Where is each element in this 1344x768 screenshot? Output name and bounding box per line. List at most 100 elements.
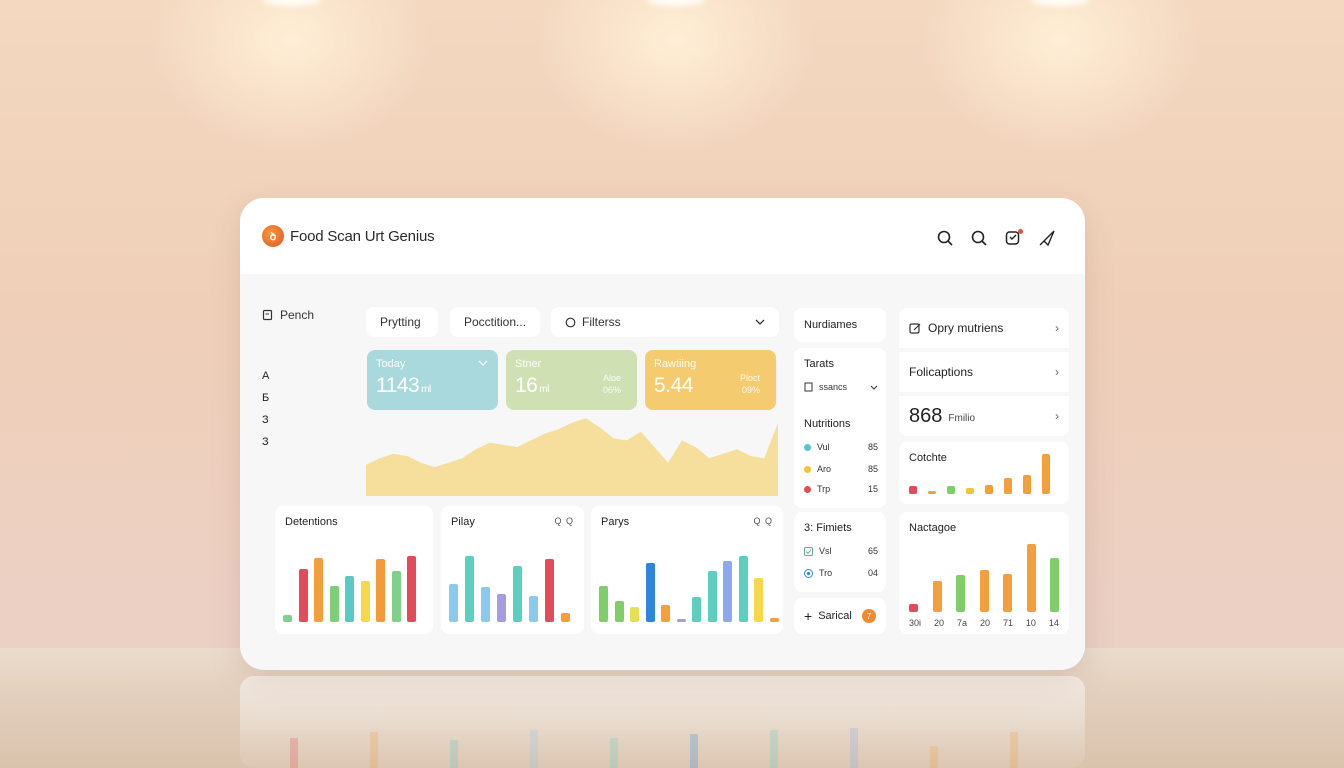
filter-name: Tro [819,568,833,578]
legend-value: 85 [867,464,878,474]
bar [645,562,655,622]
bar [676,619,686,622]
filter-value: 65 [867,546,878,556]
bar [314,557,323,622]
bar [1026,544,1036,612]
bar [391,570,401,622]
stat-value: 16 [515,374,538,397]
stat-card-today[interactable]: Today 1143 ml [367,350,498,410]
target-icon [804,568,813,578]
card-title: Nactagoe [909,522,957,534]
bar [614,600,624,622]
reflection-bar [690,734,698,768]
bar [979,569,989,612]
sidebar-letter[interactable]: З [262,436,269,448]
tab-label: Pocctition... [464,315,527,329]
plus-icon: + [804,608,813,624]
applications-row[interactable]: Folicaptions › [899,352,1069,392]
search-icon[interactable] [935,228,955,248]
add-button[interactable]: + Sarical 7 [794,598,886,634]
app-title: Food Scan Urt Genius [290,227,435,245]
bar [985,485,993,494]
bar [661,604,670,622]
search-icon[interactable] [969,228,989,248]
notification-icon[interactable] [1003,228,1023,248]
chevron-down-icon[interactable] [478,358,488,369]
send-icon[interactable] [1037,228,1057,248]
mini-chart-card: Cotchte [899,442,1069,504]
stat-label: Today [376,358,406,370]
reflection-bar [370,732,378,768]
filter-row[interactable]: Tro 04 [804,568,878,578]
bar [947,486,955,494]
bar [1003,573,1012,612]
top-bar: ꝺ Food Scan Urt Genius [240,198,1085,274]
bar-card-detentions: Detentions [275,506,433,634]
bar [1004,478,1012,494]
targets-select[interactable]: ssancs [804,382,878,392]
targets-panel: Tarats ssancs Nutritions Vul 85 Aro 85 Trp… [794,348,886,508]
x-axis-label: 20 [933,618,944,628]
x-axis-label: 7a [956,618,967,628]
filter-icon [565,317,576,327]
ceiling-light [646,0,706,6]
bar-chart [283,542,425,622]
device-reflection [240,676,1085,768]
sidebar: Pench A Б З З [262,308,362,448]
zoom-icons[interactable]: Q Q [753,516,773,526]
legend-name: Vul [817,442,830,452]
sidebar-letter[interactable]: Б [262,392,270,404]
nutrition-header[interactable]: Nurdiames [794,308,886,342]
add-label: Sarical [818,610,852,622]
bar [1050,557,1059,612]
stat-label: Stner [515,358,542,370]
bar [449,583,458,622]
stat-card-rawtiing[interactable]: Rawtiing 5.44 Ploct 09% [645,350,776,410]
bar [1042,454,1050,494]
stat-card-stner[interactable]: Stner 16 ml Aloe 06% [506,350,637,410]
x-axis-label: 14 [1048,618,1059,628]
mini-chart-card: Nactagoe 30i 20 7a 20 71 10 14 [899,512,1069,634]
bar [630,607,639,622]
ceiling-light [1030,0,1090,6]
legend-dot [804,443,811,451]
filter-row[interactable]: Vsl 65 [804,546,878,556]
legend-value: 15 [867,484,878,494]
file-icon [804,382,813,392]
nutrients-row[interactable]: Opry mutriens › [899,308,1069,348]
tab-label: Prytting [380,315,421,329]
big-value-row[interactable]: 868 Fmilio › [899,396,1069,436]
reflection-bar [1010,732,1018,768]
nutritions-title: Nutritions [804,418,851,430]
sidebar-item-pencil[interactable]: Pench [262,308,362,322]
tab-prytting[interactable]: Prytting [366,307,438,337]
bar [909,603,918,612]
targets-title: Tarats [804,358,834,370]
chevron-right-icon: › [1055,409,1059,423]
stat-side-label: Ploct [739,373,760,383]
filter-value: 04 [867,568,878,578]
tab-position[interactable]: Pocctition... [450,307,540,337]
sidebar-letter[interactable]: З [262,414,269,426]
stat-unit: ml [539,384,549,395]
x-axis-labels: 30i 20 7a 20 71 10 14 [909,618,1059,628]
bar [932,580,942,612]
stat-side: Aloe 06% [603,372,621,396]
filter-group: Filterss [565,315,621,329]
x-axis-label: 71 [1002,618,1013,628]
sidebar-item-label: Pench [280,308,315,322]
bar [599,586,608,622]
bar [754,578,763,622]
legend-value: 85 [867,442,878,452]
bar [513,566,522,622]
targets-select-label: ssancs [819,382,848,392]
filter-dropdown[interactable]: Filterss [551,307,779,337]
sidebar-letter[interactable]: A [262,370,270,382]
bar [1023,475,1031,494]
legend-row: Vul 85 [804,442,878,452]
zoom-icons[interactable]: Q Q [554,516,574,526]
chevron-right-icon: › [1055,321,1059,335]
stat-side: Ploct 09% [740,372,760,396]
ceiling-light [262,0,322,6]
reflection-bar [450,740,458,768]
